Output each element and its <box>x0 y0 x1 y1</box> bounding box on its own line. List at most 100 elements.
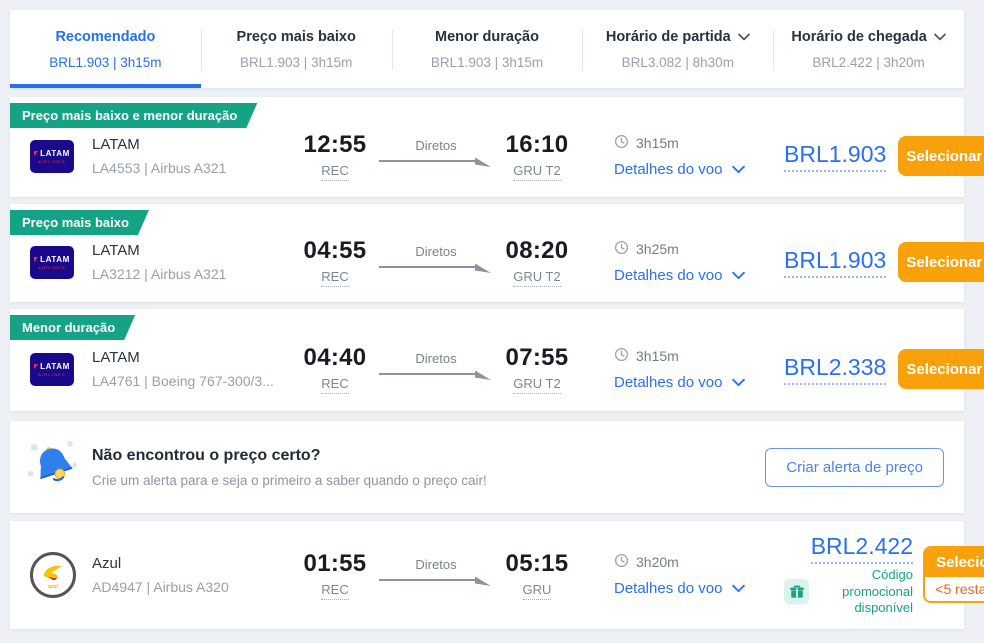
latam-logo: LATAM AIRLINES <box>30 139 74 173</box>
promo-gift-icon <box>784 579 809 605</box>
stops-label: Diretos <box>415 556 457 572</box>
tab-preco-mais-baixo[interactable]: Preço mais baixo BRL1.903 | 3h15m <box>200 10 392 88</box>
airline-logo: LATAM AIRLINES <box>30 139 92 173</box>
tab-horario-chegada[interactable]: Horário de chegada BRL2.422 | 3h20m <box>773 10 964 88</box>
flight-details-link[interactable]: Detalhes do voo <box>614 267 784 284</box>
airline-logo: azul <box>30 552 92 598</box>
clock-icon <box>614 240 629 258</box>
alert-title: Não encontrou o preço certo? <box>92 446 321 464</box>
chevron-down-icon <box>732 378 745 387</box>
duration-label: 3h15m <box>636 135 679 151</box>
departure-airport[interactable]: REC <box>321 269 349 287</box>
select-button[interactable]: Selecionar <5 restantes <box>923 546 984 604</box>
arrival-airport[interactable]: GRU <box>522 582 552 600</box>
chevron-down-icon <box>732 584 745 593</box>
price-link[interactable]: BRL1.903 <box>784 247 887 278</box>
tab-menor-duracao[interactable]: Menor duração BRL1.903 | 3h15m <box>391 10 583 88</box>
scarcity-badge: <5 restantes <box>925 577 984 602</box>
duration-label: 3h25m <box>636 241 679 257</box>
latam-logo: LATAM AIRLINES <box>30 352 74 386</box>
arrival-airport[interactable]: GRU T2 <box>513 376 561 394</box>
latam-logo: LATAM AIRLINES <box>30 245 74 279</box>
departure-airport[interactable]: REC <box>321 582 349 600</box>
azul-logo: azul <box>30 552 76 598</box>
flight-tag-badge: Preço mais baixo <box>10 210 149 235</box>
chevron-down-icon <box>738 33 750 41</box>
arrival-airport[interactable]: GRU T2 <box>513 269 561 287</box>
departure-time: 04:40 <box>303 344 367 371</box>
tab-label: Horário de chegada <box>791 29 945 45</box>
flight-row: Menor duração LATAM AIRLINES LATAM LA476… <box>10 309 984 411</box>
airline-name: LATAM <box>92 349 140 366</box>
latam-flag-mark <box>34 363 39 369</box>
select-button[interactable]: Selecionar <box>898 136 984 176</box>
flight-details-link[interactable]: Detalhes do voo <box>614 580 784 597</box>
flight-number-aircraft: AD4947 | Airbus A320 <box>92 579 229 595</box>
promo-label: Código promocional disponível <box>842 566 913 616</box>
airline-name: LATAM <box>92 136 140 153</box>
tab-label: Recomendado <box>55 28 156 45</box>
price-link[interactable]: BRL1.903 <box>784 141 887 172</box>
departure-airport[interactable]: REC <box>321 376 349 394</box>
arrival-time: 16:10 <box>505 131 569 158</box>
tab-recomendado[interactable]: Recomendado BRL1.903 | 3h15m <box>10 10 201 88</box>
arrival-time: 08:20 <box>505 237 569 264</box>
latam-flag-mark <box>34 150 39 156</box>
alert-subtitle: Crie um alerta para e seja o primeiro a … <box>92 472 487 488</box>
departure-time: 12:55 <box>303 131 367 158</box>
flight-row: azul Azul AD4947 | Airbus A320 01:55 REC… <box>10 521 984 629</box>
flight-number-aircraft: LA3212 | Airbus A321 <box>92 266 227 282</box>
sort-tab-bar: Recomendado BRL1.903 | 3h15m Preço mais … <box>10 10 964 88</box>
tab-price-duration: BRL1.903 | 3h15m <box>430 54 544 70</box>
tab-price-duration: BRL3.082 | 8h30m <box>621 54 734 70</box>
arrival-airport[interactable]: GRU T2 <box>513 163 561 181</box>
flight-path-arrow-icon <box>377 576 495 593</box>
stops-label: Diretos <box>415 350 457 366</box>
tab-price-duration: BRL2.422 | 3h20m <box>812 54 925 70</box>
stops-label: Diretos <box>415 243 457 259</box>
clock-icon <box>614 134 629 152</box>
flight-path-arrow-icon <box>377 157 495 174</box>
flight-results-page: Recomendado BRL1.903 | 3h15m Preço mais … <box>10 10 984 629</box>
flight-row: Preço mais baixo e menor duração LATAM A… <box>10 97 984 197</box>
tab-label: Horário de partida <box>606 29 750 45</box>
select-button-label: Selecionar <box>925 548 984 578</box>
bell-icon <box>26 437 92 498</box>
flight-tag-badge: Menor duração <box>10 315 135 340</box>
flight-tag-badge: Preço mais baixo e menor duração <box>10 103 257 128</box>
arrival-time: 05:15 <box>505 550 569 577</box>
arrival-time: 07:55 <box>505 344 569 371</box>
airline-name: Azul <box>92 555 122 572</box>
latam-flag-mark <box>34 256 39 262</box>
tab-price-duration: BRL1.903 | 3h15m <box>49 54 162 70</box>
airline-logo: LATAM AIRLINES <box>30 245 92 279</box>
tab-price-duration: BRL1.903 | 3h15m <box>240 54 353 70</box>
tab-label: Preço mais baixo <box>236 28 356 45</box>
clock-icon <box>614 347 629 365</box>
price-alert-card: Não encontrou o preço certo? Crie um ale… <box>10 421 964 513</box>
airline-name: LATAM <box>92 242 140 259</box>
clock-icon <box>614 553 629 571</box>
flight-number-aircraft: LA4553 | Airbus A321 <box>92 160 227 176</box>
tab-horario-partida[interactable]: Horário de partida BRL3.082 | 8h30m <box>582 10 773 88</box>
flight-details-link[interactable]: Detalhes do voo <box>614 374 784 391</box>
flight-number-aircraft: LA4761 | Boeing 767-300/3... <box>92 373 274 389</box>
chevron-down-icon <box>732 271 745 280</box>
departure-airport[interactable]: REC <box>321 163 349 181</box>
duration-label: 3h15m <box>636 348 679 364</box>
price-link[interactable]: BRL2.422 <box>810 533 913 564</box>
flight-details-link[interactable]: Detalhes do voo <box>614 161 784 178</box>
price-link[interactable]: BRL2.338 <box>784 354 887 385</box>
stops-label: Diretos <box>415 137 457 153</box>
airline-logo: LATAM AIRLINES <box>30 352 92 386</box>
duration-label: 3h20m <box>636 554 679 570</box>
flight-path-arrow-icon <box>377 370 495 387</box>
create-price-alert-button[interactable]: Criar alerta de preço <box>765 447 944 487</box>
select-button[interactable]: Selecionar <box>898 349 984 389</box>
select-button[interactable]: Selecionar <box>898 242 984 282</box>
departure-time: 01:55 <box>303 550 367 577</box>
tab-label: Menor duração <box>435 28 539 45</box>
chevron-down-icon <box>934 33 946 41</box>
flight-row: Preço mais baixo LATAM AIRLINES LATAM LA… <box>10 204 984 302</box>
flight-path-arrow-icon <box>377 263 495 280</box>
